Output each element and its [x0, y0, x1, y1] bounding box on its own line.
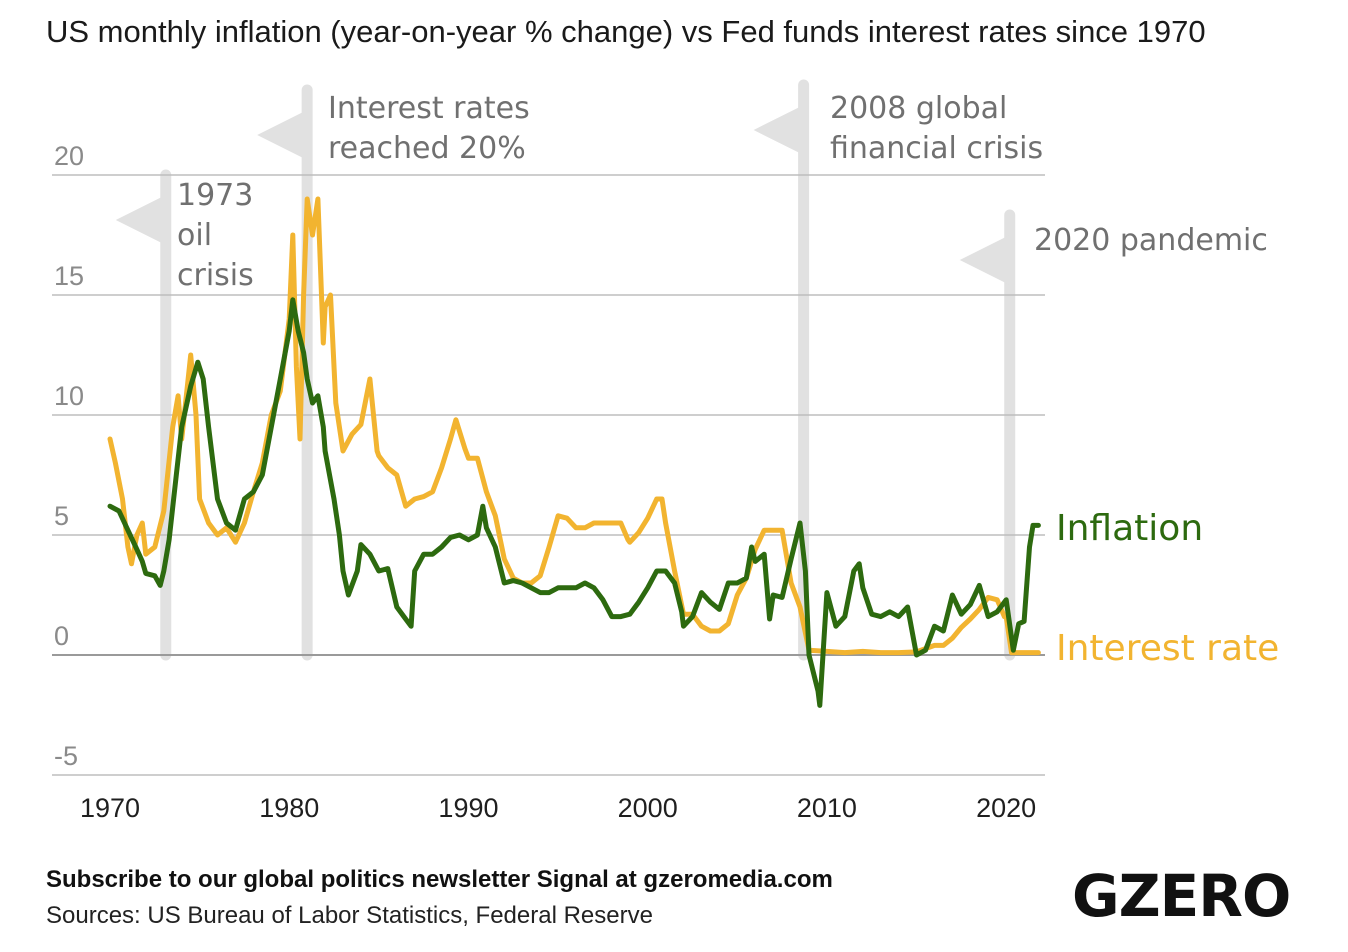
series-layer: Interest rate Inflation: [107, 196, 1279, 708]
x-tick-label: 1980: [259, 793, 319, 823]
x-tick-layer: 1970 1980 1990 2000 2010 2020: [80, 793, 1036, 823]
annotation-label: oil: [177, 218, 212, 253]
annotation-label: 2008 global: [830, 91, 1007, 126]
x-tick-label: 1990: [438, 793, 498, 823]
annotation-flag-icon: [257, 110, 308, 160]
y-tick-layer: -5 0 5 10 15 20: [54, 141, 84, 771]
interest-rate-line: [107, 196, 1041, 656]
annotation-flag-icon: [753, 105, 804, 155]
inflation-series-label: Inflation: [1056, 508, 1203, 549]
y-tick-label: 20: [54, 141, 84, 171]
x-tick-label: 1970: [80, 793, 140, 823]
annotation-label: crisis: [177, 258, 254, 293]
y-tick-label: 0: [54, 621, 69, 651]
newsletter-cta: Subscribe to our global politics newslet…: [46, 866, 833, 893]
interest-rate-series-label: Interest rate: [1056, 628, 1279, 669]
y-tick-label: -5: [54, 741, 78, 771]
gzero-logo: GZERO: [1072, 862, 1291, 930]
annotation-layer: [115, 79, 1016, 661]
x-tick-label: 2010: [797, 793, 857, 823]
annotation-label: 1973: [177, 178, 253, 213]
y-tick-label: 15: [54, 261, 84, 291]
sources-note: Sources: US Bureau of Labor Statistics, …: [46, 902, 653, 929]
chart-svg: -5 0 5 10 15 20 1970 1980 1990 2000 2010 2020 Inte…: [52, 79, 1279, 823]
x-tick-label: 2020: [976, 793, 1036, 823]
annotation-label: financial crisis: [830, 131, 1043, 166]
y-tick-label: 5: [54, 501, 69, 531]
annotation-label: 2020 pandemic: [1034, 223, 1268, 258]
annotation-label: Interest rates: [328, 91, 530, 126]
x-tick-label: 2000: [618, 793, 678, 823]
inflation-line: [107, 297, 1041, 708]
annotation-label: reached 20%: [328, 131, 526, 166]
annotation-flag-icon: [115, 195, 166, 245]
y-tick-label: 10: [54, 381, 84, 411]
chart-title: US monthly inflation (year-on-year % cha…: [46, 14, 1206, 49]
annotation-text-layer: 1973 oil crisis Interest rates reached 20% 20…: [177, 91, 1268, 293]
annotation-flag-icon: [959, 235, 1010, 285]
